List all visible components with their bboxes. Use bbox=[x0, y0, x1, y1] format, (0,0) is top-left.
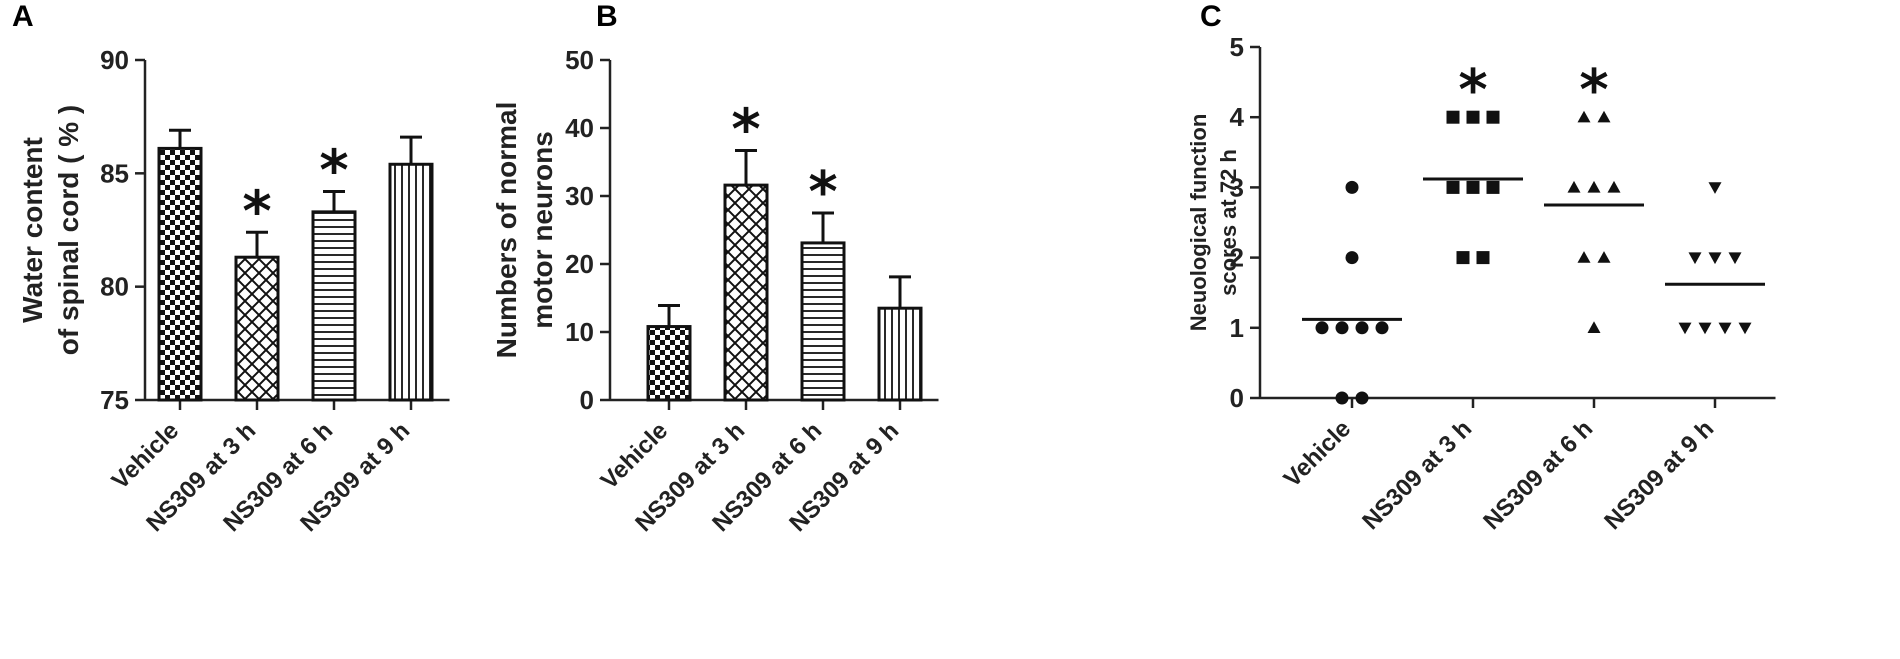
y-tick-label: 50 bbox=[565, 45, 594, 75]
bar bbox=[646, 325, 692, 402]
data-point bbox=[1476, 251, 1490, 265]
y-axis-title-line: scores at 72 h bbox=[1216, 149, 1241, 296]
y-tick-label: 4 bbox=[1230, 102, 1245, 132]
significance-star: * bbox=[808, 160, 837, 225]
bar bbox=[157, 146, 203, 402]
y-tick-label: 1 bbox=[1230, 313, 1244, 343]
y-axis-title-line: Water content bbox=[17, 137, 48, 323]
y-tick-label: 75 bbox=[100, 385, 129, 415]
data-point bbox=[1577, 251, 1591, 263]
data-point bbox=[1355, 321, 1369, 335]
data-point bbox=[1708, 182, 1722, 194]
data-point bbox=[1486, 180, 1500, 194]
y-axis-title-line: Numbers of normal bbox=[491, 102, 522, 359]
panel-letter-b: B bbox=[596, 0, 618, 33]
bar bbox=[311, 210, 357, 402]
y-tick-label: 0 bbox=[1230, 383, 1244, 413]
significance-star: * bbox=[242, 179, 271, 244]
chart-neurological-scores: 0 1 2 3 4 5 Vehicle NS309 at 3 h NS309 at 6 h NS3… bbox=[1186, 32, 1776, 535]
x-tick-label: Vehicle bbox=[1279, 415, 1357, 493]
data-point bbox=[1466, 110, 1480, 124]
bar bbox=[723, 183, 769, 402]
data-point bbox=[1597, 251, 1611, 263]
x-tick-label: NS309 at 3 h bbox=[1357, 415, 1477, 535]
significance-star: * bbox=[319, 138, 348, 203]
y-axis-title-line: motor neurons bbox=[527, 131, 558, 329]
bar bbox=[388, 162, 434, 402]
y-axis-title: Neuological function scores at 72 h bbox=[1186, 114, 1241, 332]
data-point bbox=[1335, 391, 1349, 405]
y-axis-title-line: Neuological function bbox=[1186, 114, 1211, 332]
bar bbox=[800, 241, 846, 402]
data-point bbox=[1738, 322, 1752, 335]
data-point bbox=[1678, 322, 1692, 335]
bar bbox=[234, 255, 280, 402]
significance-star: * bbox=[731, 97, 760, 162]
y-tick-label: 30 bbox=[565, 181, 594, 211]
y-tick-label: 0 bbox=[580, 385, 594, 415]
y-tick-label: 90 bbox=[100, 45, 129, 75]
data-point bbox=[1698, 322, 1712, 335]
data-point bbox=[1597, 110, 1611, 123]
y-axis-title: Numbers of normal motor neurons bbox=[491, 102, 558, 359]
data-point bbox=[1446, 180, 1460, 194]
data-point bbox=[1446, 110, 1460, 124]
significance-star: * bbox=[1458, 58, 1487, 123]
data-point bbox=[1345, 180, 1359, 194]
data-point bbox=[1708, 252, 1722, 265]
data-point bbox=[1587, 321, 1601, 333]
data-point bbox=[1345, 251, 1359, 265]
x-tick-label: Vehicle bbox=[107, 417, 185, 495]
x-tick-label: NS309 at 6 h bbox=[1478, 415, 1598, 535]
data-point bbox=[1567, 180, 1581, 193]
data-point bbox=[1456, 251, 1470, 265]
data-point bbox=[1315, 321, 1329, 335]
y-axis-title: Water content of spinal cord ( % ) bbox=[17, 105, 84, 355]
data-point bbox=[1587, 180, 1601, 193]
y-tick-label: 80 bbox=[100, 272, 129, 302]
data-point bbox=[1728, 252, 1742, 265]
data-point bbox=[1375, 321, 1389, 335]
y-tick-label: 40 bbox=[565, 113, 594, 143]
data-point bbox=[1718, 322, 1732, 335]
significance-star: * bbox=[1579, 58, 1608, 123]
data-point bbox=[1486, 110, 1500, 124]
x-tick-label: NS309 at 9 h bbox=[1599, 415, 1719, 535]
panel-letter-a: A bbox=[12, 0, 34, 33]
data-point bbox=[1355, 391, 1369, 405]
y-tick-label: 2 bbox=[1230, 243, 1244, 273]
data-point bbox=[1577, 110, 1591, 123]
data-point bbox=[1466, 180, 1480, 194]
y-tick-label: 3 bbox=[1230, 172, 1244, 202]
y-tick-label: 85 bbox=[100, 158, 129, 188]
bar bbox=[877, 306, 923, 402]
y-tick-label: 10 bbox=[565, 317, 594, 347]
y-axis-title-line: of spinal cord ( % ) bbox=[53, 105, 84, 355]
x-tick-label: Vehicle bbox=[596, 417, 674, 495]
data-point bbox=[1607, 180, 1621, 193]
panel-letter-c: C bbox=[1200, 0, 1222, 33]
y-tick-label: 20 bbox=[565, 249, 594, 279]
y-tick-label: 5 bbox=[1230, 32, 1244, 62]
data-point bbox=[1688, 252, 1702, 265]
data-point bbox=[1335, 321, 1349, 335]
